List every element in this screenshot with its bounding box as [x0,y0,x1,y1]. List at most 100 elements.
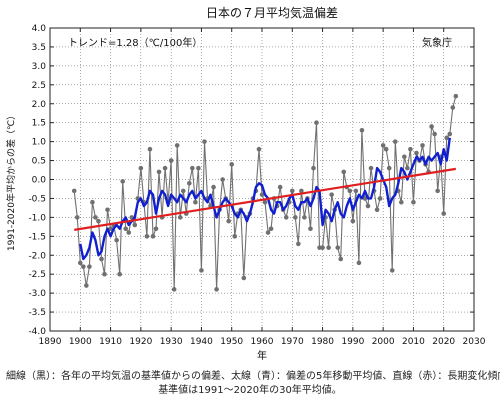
annual-anomaly-point [190,165,195,171]
y-tick-label: -3.5 [28,308,46,318]
y-tick-label: 2.0 [32,100,47,110]
annual-anomaly-point [117,271,122,277]
annual-anomaly-point [168,158,174,163]
x-tick-label: 2030 [463,337,486,347]
annual-anomaly-point [335,245,341,250]
annual-anomaly-point [77,260,83,266]
annual-anomaly-point [99,256,104,262]
x-tick-label: 2010 [402,337,425,347]
five-year-moving-average-line [79,137,451,261]
annual-anomaly-point [196,165,201,171]
annual-anomaly-point [402,154,407,160]
x-tick-label: 1970 [281,337,304,347]
annual-anomaly-point [347,188,353,194]
y-tick-label: 3.0 [32,62,47,72]
x-tick-label: 1950 [220,337,243,347]
annual-anomaly-point [147,146,153,152]
y-tick-label: -0.5 [28,194,46,204]
annual-anomaly-point [447,131,453,137]
y-tick-label: -3.0 [28,289,46,299]
annual-anomaly-point [311,165,316,171]
annual-anomaly-point [341,169,347,175]
annual-anomaly-point [156,169,162,175]
annual-anomaly-point [177,215,183,220]
annual-anomaly-point [193,199,198,205]
x-tick-label: 1930 [160,337,183,347]
annual-anomaly-point [202,139,207,144]
y-tick-label: 1.0 [32,138,47,148]
annual-anomaly-point [220,177,225,182]
y-tick-label: -1.0 [28,213,46,223]
x-tick-label: 2020 [432,337,455,347]
x-tick-label: 1900 [69,337,92,347]
annual-anomaly-point [368,165,374,171]
annual-anomaly-point [411,199,416,205]
annual-anomaly-point [399,199,404,205]
annual-anomaly-point [320,245,325,250]
x-tick-label: 1910 [99,337,122,347]
x-tick-label: 1960 [251,337,274,347]
annual-anomaly-point [326,245,331,250]
annual-anomaly-point [123,226,129,232]
trend-label: トレンド=1.28（℃/100年） [68,36,202,49]
annual-anomaly-point [241,275,247,281]
annual-anomaly-point [289,188,295,194]
annual-anomaly-point [353,188,359,194]
annual-anomaly-point [365,203,371,209]
grid-lines [50,28,474,331]
annual-anomaly-point [150,234,156,239]
annual-anomaly-point [350,218,356,224]
annual-anomaly-point [389,268,395,273]
annual-anomaly-point [126,230,132,235]
annual-anomaly-point [232,234,238,239]
annual-anomaly-point [392,139,398,144]
long-term-trend-line [74,167,457,231]
annual-anomaly-point [144,234,150,239]
x-tick-label: 1990 [341,337,364,347]
annual-anomaly-point [84,283,89,288]
annual-anomaly-point [132,222,138,228]
y-tick-label: 0.0 [32,176,47,186]
y-tick-label: 0.5 [32,157,46,167]
annual-anomaly-point [180,188,186,194]
annual-anomaly-point [102,271,107,277]
annual-anomaly-point [420,143,425,148]
annual-anomaly-point [359,127,365,133]
annual-anomaly-point [153,226,159,232]
annual-anomaly-point [74,215,80,220]
annual-anomaly-point [229,162,235,167]
annual-anomaly-point [138,165,144,171]
annual-anomaly-point [405,165,410,171]
agency-label: 気象庁 [422,36,452,49]
annual-anomaly-point [283,215,289,220]
annual-anomaly-point [268,226,274,232]
x-tick-label: 1890 [39,337,62,347]
annual-anomaly-point [329,192,334,197]
annual-anomaly-point [377,196,383,201]
annual-anomaly-point [171,287,177,292]
annual-anomaly-point [299,188,304,194]
y-tick-label: 2.5 [32,81,46,91]
annual-anomaly-point [362,196,368,201]
caption-line-2: 基準値は1991〜2020年の30年平均値。 [158,385,342,396]
annual-anomaly-point [214,287,219,292]
y-tick-label: -4.0 [28,327,46,337]
data-series [71,93,459,292]
annual-anomaly-point [374,207,380,213]
annual-anomaly-point [226,218,231,224]
axes: 1890 1900 1910 1920 1930 1940 1950 1960 1970 1980… [28,24,485,347]
x-axis-label: 年 [257,349,267,362]
annual-anomaly-point [296,241,301,247]
annual-anomaly-point [314,120,319,125]
annual-anomaly-point [120,179,125,184]
annual-anomaly-point [87,264,92,269]
annual-anomaly-point [277,184,283,190]
annual-anomaly-point [444,135,450,141]
annual-anomaly-point [71,188,77,194]
annual-anomaly-point [256,146,262,152]
y-tick-label: 4.0 [32,24,47,34]
y-tick-label: -1.5 [28,232,46,242]
y-tick-label: -2.0 [28,251,46,261]
